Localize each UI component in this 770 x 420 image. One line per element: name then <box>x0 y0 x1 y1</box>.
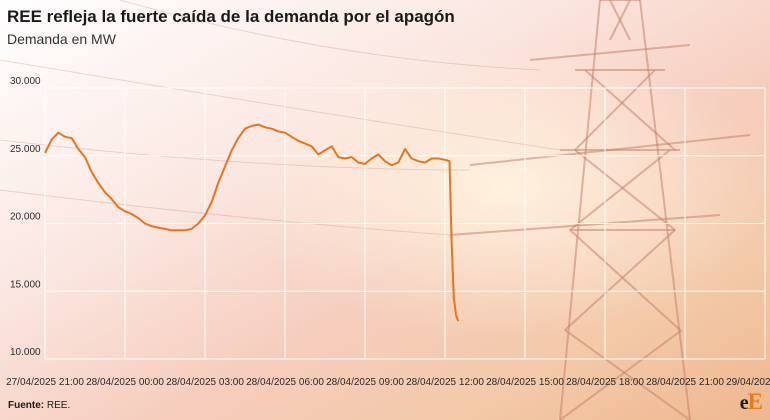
chart-title: REE refleja la fuerte caída de la demand… <box>7 7 455 26</box>
x-tick-label: 28/04/2025 21:00 <box>646 377 724 388</box>
x-tick-label: 28/04/2025 12:00 <box>406 377 484 388</box>
x-tick-label: 28/04/2025 09:00 <box>326 377 404 388</box>
grid <box>44 87 766 360</box>
x-axis-ticks: 27/04/2025 21:00 28/04/2025 00:00 28/04/20… <box>6 377 770 388</box>
x-tick-label: 28/04/2025 15:00 <box>486 377 564 388</box>
source-note: Fuente: REE. <box>8 400 70 411</box>
x-tick-label: 28/04/2025 00:00 <box>86 377 164 388</box>
pylon-silhouette <box>449 0 751 420</box>
brand-logo: eE <box>739 389 763 415</box>
y-axis-ticks: 10.000 15.000 20.000 25.000 30.000 <box>10 76 41 358</box>
y-tick-label: 20.000 <box>10 212 41 223</box>
chart-subtitle: Demanda en MW <box>7 31 116 47</box>
logo-small-letter: e <box>739 392 749 414</box>
x-tick-label: 28/04/2025 03:00 <box>166 377 244 388</box>
x-tick-label: 29/04/2025 00:00 <box>726 377 770 388</box>
source-label: Fuente: <box>8 400 45 411</box>
x-tick-label: 27/04/2025 21:00 <box>6 377 84 388</box>
x-tick-label: 28/04/2025 18:00 <box>566 377 644 388</box>
source-value: REE. <box>46 400 71 411</box>
y-tick-label: 10.000 <box>10 347 41 358</box>
x-tick-label: 28/04/2025 06:00 <box>246 377 324 388</box>
demand-series-line <box>44 123 460 322</box>
power-lines <box>0 0 561 236</box>
y-tick-label: 15.000 <box>10 279 41 290</box>
y-tick-label: 30.000 <box>10 76 41 87</box>
logo-big-letter: E <box>747 389 763 414</box>
y-tick-label: 25.000 <box>10 144 41 155</box>
